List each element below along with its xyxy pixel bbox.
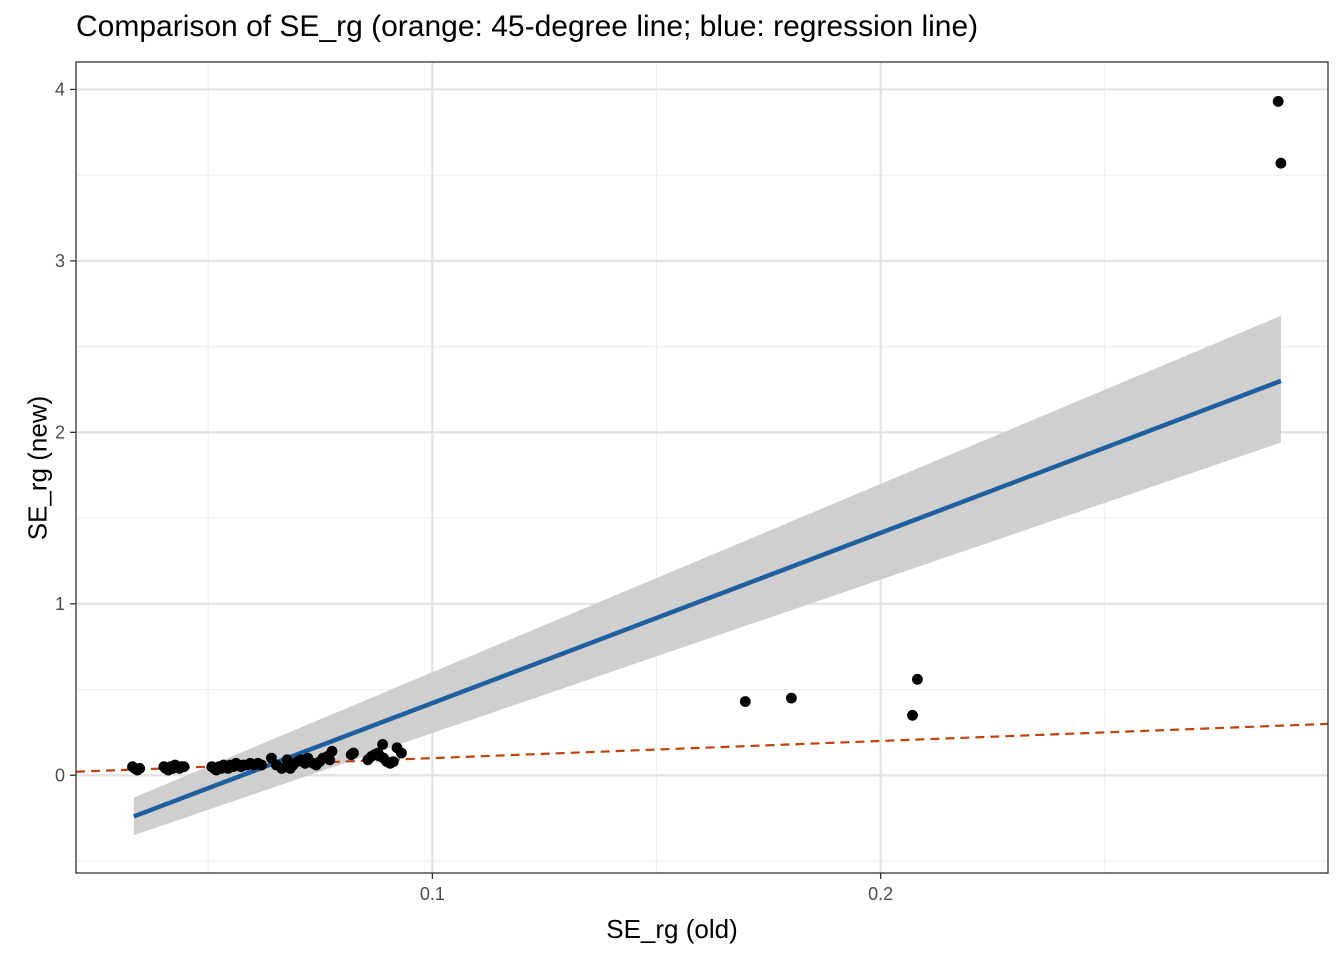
x-axis-title: SE_rg (old) xyxy=(606,914,738,944)
scatter-point xyxy=(326,745,338,757)
scatter-point xyxy=(1275,157,1287,169)
scatter-point xyxy=(396,747,407,759)
scatter-point xyxy=(786,692,797,704)
regression-line-layer xyxy=(133,378,1282,819)
y-tick-label: 1 xyxy=(55,594,65,614)
y-tick-label: 0 xyxy=(55,765,65,785)
scatter-point xyxy=(178,761,190,773)
scatter-point xyxy=(134,763,146,774)
y-tick-label: 4 xyxy=(55,79,65,99)
regression-line xyxy=(133,378,1282,819)
y-tick-label: 3 xyxy=(55,251,65,271)
y-axis-title: SE_rg (new) xyxy=(22,395,53,541)
chart-title: Comparison of SE_rg (orange: 45-degree l… xyxy=(76,10,979,43)
scatter-point xyxy=(276,763,288,774)
x-tick-label: 0.2 xyxy=(868,884,893,904)
x-tick-label: 0.1 xyxy=(420,884,445,904)
scatter-point xyxy=(739,696,751,707)
scatter-point xyxy=(348,747,359,759)
scatter-point xyxy=(256,759,267,771)
points-layer xyxy=(127,96,1287,776)
axis-layer: 0.1 0.2 0 1 2 3 4 xyxy=(55,79,893,904)
scatter-point xyxy=(912,673,923,685)
scatter-point xyxy=(324,754,336,766)
scatter-point xyxy=(388,756,399,767)
y-tick-label: 2 xyxy=(55,422,65,442)
scatter-point xyxy=(377,739,388,750)
scatter-point xyxy=(907,709,918,721)
plot-panel-border xyxy=(75,61,1329,874)
scatter-point xyxy=(1272,96,1284,107)
